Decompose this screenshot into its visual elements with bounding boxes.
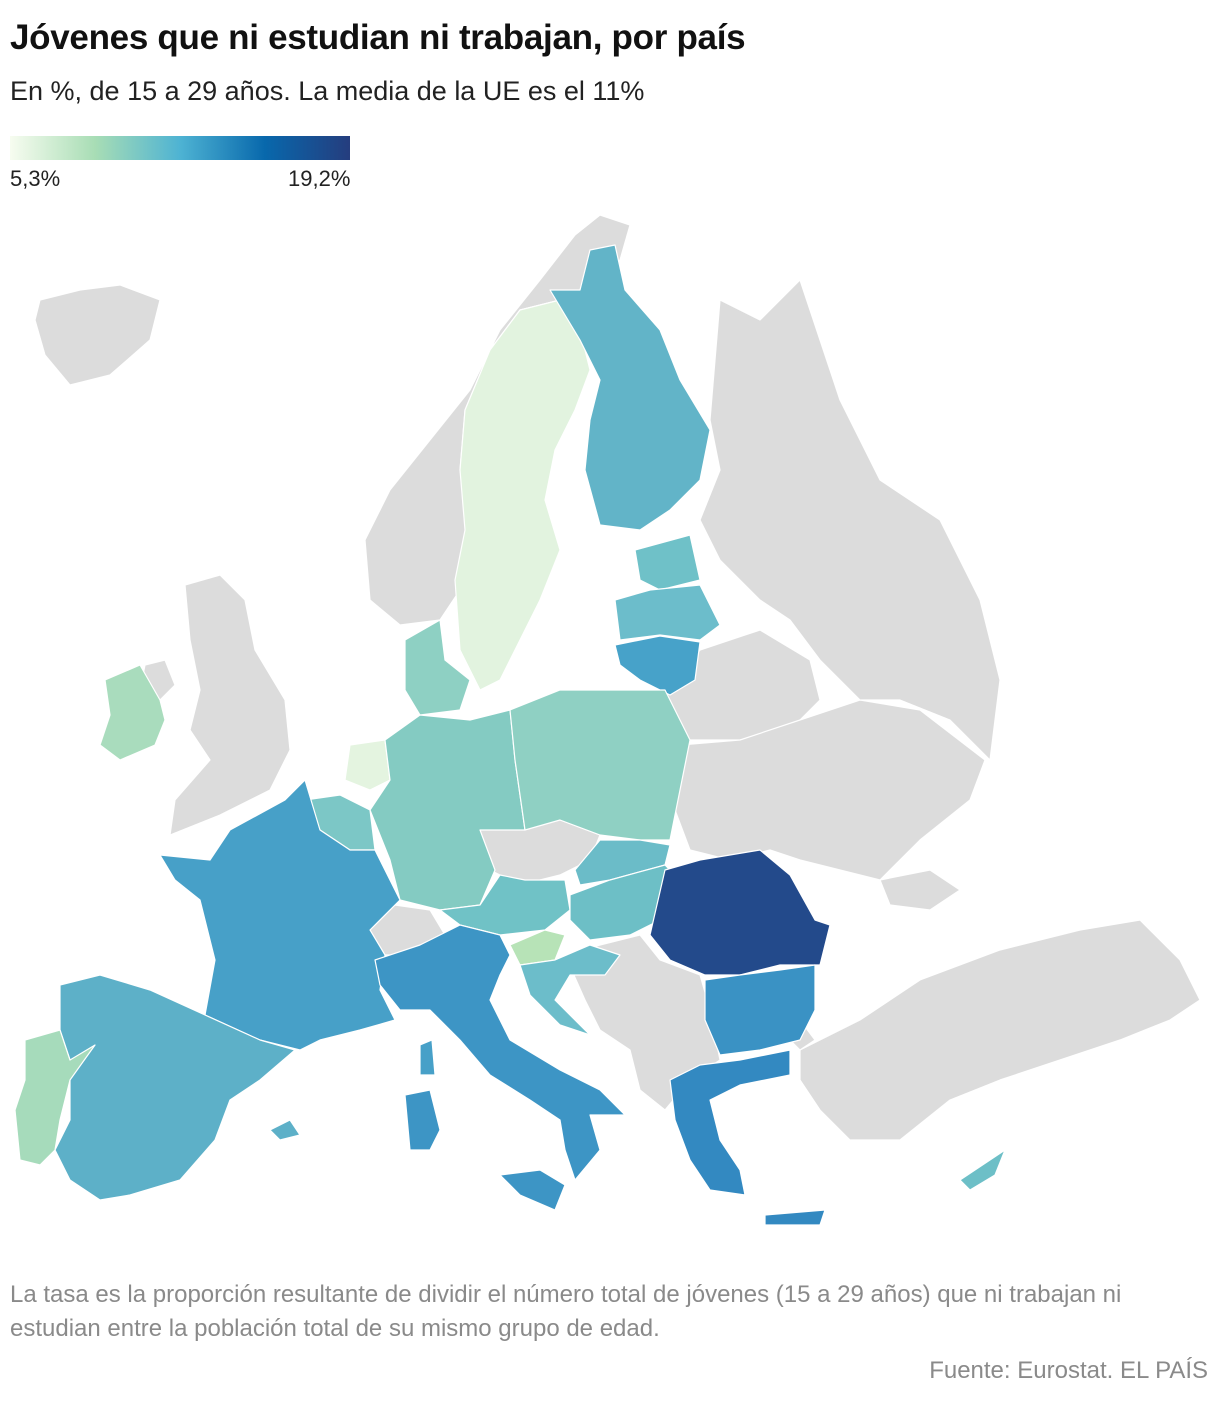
legend-gradient [10,136,350,160]
crete [764,1209,826,1226]
subtitle: En %, de 15 a 29 años. La media de la UE… [10,76,645,106]
cyprus [959,1149,1006,1191]
turkey [799,919,1201,1141]
spain [54,974,296,1201]
map [14,214,1201,1226]
italy [374,924,626,1181]
romania [649,849,831,976]
estonia [634,534,701,591]
lithuania [614,635,701,696]
footnote: La tasa es la proporción resultante de d… [10,1281,1122,1342]
source: Fuente: Eurostat. EL PAÍS [929,1357,1208,1384]
netherlands [344,739,391,791]
great-britain [169,574,291,836]
corsica [419,1039,436,1076]
germany [369,709,526,911]
sardinia [404,1089,441,1151]
sicily [499,1169,566,1211]
color-legend: 5,3% 19,2% [10,136,350,196]
sweden [454,299,591,691]
balearic-islands [269,1119,301,1141]
latvia [614,584,721,641]
legend-tick-label: 19,2% [288,166,351,191]
slovakia [574,839,671,886]
greece [669,1049,791,1196]
title: Jóvenes que ni estudian ni trabajan, por… [10,18,746,57]
denmark [404,619,471,716]
bulgaria [704,964,816,1056]
finland [549,244,711,531]
ireland [99,664,166,761]
eu-countries [14,244,1006,1226]
belarus [659,629,821,741]
russia [699,279,1001,761]
poland [509,689,691,841]
legend-tick-label: 5,3% [10,166,61,191]
iceland [34,284,161,386]
portugal [14,1029,96,1166]
croatia [519,944,621,1036]
crimea [879,869,961,911]
slovenia [509,929,566,966]
ukraine [674,699,986,881]
